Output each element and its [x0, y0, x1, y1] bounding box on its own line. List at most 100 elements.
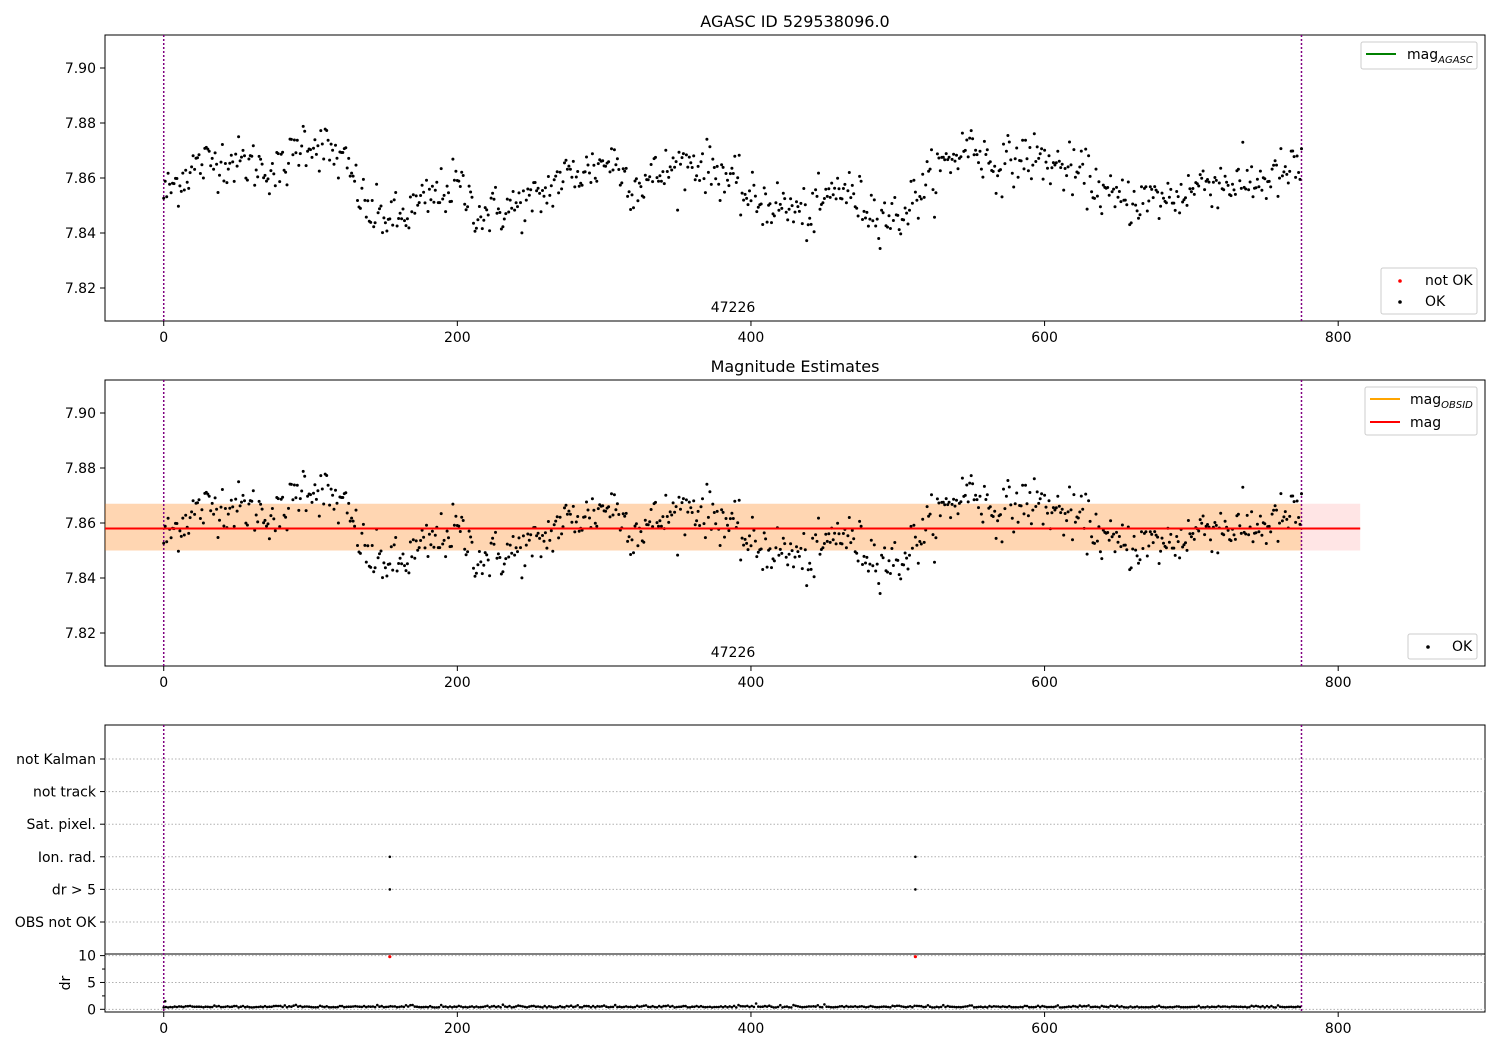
agasc-point	[502, 217, 506, 221]
agasc-point	[1260, 188, 1264, 192]
agasc-point	[265, 179, 268, 183]
magnitude-point	[949, 516, 953, 520]
agasc-point	[1109, 174, 1113, 178]
agasc-point	[245, 178, 249, 182]
agasc-point	[1047, 154, 1051, 158]
magnitude-point	[1181, 545, 1185, 549]
agasc-xtick-label: 200	[444, 330, 471, 346]
magnitude-point	[529, 533, 533, 537]
agasc-point	[201, 176, 205, 180]
agasc-point	[1031, 163, 1035, 167]
magnitude-point	[837, 532, 841, 536]
dr-point	[598, 1005, 601, 1008]
dr-point	[986, 1006, 989, 1009]
dr-point	[494, 1005, 498, 1009]
magnitude-point	[314, 497, 318, 501]
agasc-point	[1079, 149, 1083, 153]
magnitude-point	[749, 544, 753, 548]
agasc-point	[570, 175, 574, 179]
magnitude-point	[654, 500, 657, 504]
magnitude-point	[1275, 508, 1278, 512]
agasc-point	[543, 186, 547, 190]
magnitude-point	[1198, 518, 1202, 522]
dr-point	[950, 1005, 954, 1009]
dr-point	[688, 1006, 692, 1009]
dr-point	[362, 1004, 366, 1008]
magnitude-point	[1065, 519, 1069, 523]
agasc-point	[1157, 217, 1161, 220]
agasc-point	[793, 210, 797, 214]
magnitude-point	[861, 563, 864, 566]
dr-point	[470, 1005, 474, 1008]
magnitude-point	[319, 474, 323, 478]
agasc-point	[698, 179, 702, 182]
agasc-point	[745, 196, 749, 200]
agasc-point	[723, 190, 726, 194]
agasc-point	[674, 160, 678, 164]
magnitude-point	[778, 547, 782, 551]
dr-point	[904, 1005, 908, 1009]
agasc-point	[828, 195, 832, 199]
agasc-point	[1010, 171, 1014, 175]
magnitude-point	[772, 559, 776, 563]
magnitude-point	[1137, 561, 1140, 565]
magnitude-point	[385, 574, 389, 578]
magnitude-point	[266, 522, 270, 526]
agasc-point	[1286, 181, 1290, 185]
magnitude-point	[1239, 531, 1243, 535]
agasc-point	[642, 195, 646, 199]
dr-point	[1069, 1005, 1073, 1009]
magnitude-point	[259, 502, 263, 506]
magnitude-point	[1013, 502, 1017, 506]
magnitude-point	[363, 543, 367, 547]
agasc-point	[178, 184, 182, 188]
magnitude-point	[1095, 539, 1099, 543]
dr-point	[657, 1004, 661, 1008]
dr-point	[975, 1005, 978, 1009]
agasc-point	[1116, 195, 1120, 199]
dr-point	[332, 1005, 335, 1009]
agasc-point	[657, 179, 660, 183]
magnitude-point	[1153, 530, 1157, 534]
agasc-point	[715, 164, 719, 168]
agasc-point	[1267, 179, 1271, 183]
magnitude-point	[347, 501, 351, 505]
dr-point	[587, 1004, 590, 1008]
flags-panel-frame	[104, 724, 1486, 1013]
agasc-point	[1134, 203, 1138, 207]
agasc-point	[649, 163, 653, 166]
dr-point	[915, 1004, 919, 1008]
agasc-point	[256, 175, 260, 179]
dr-point	[292, 1004, 295, 1007]
agasc-point	[326, 138, 330, 142]
agasc-point	[921, 172, 925, 176]
dr-point	[924, 1005, 927, 1009]
agasc-point	[1032, 132, 1036, 136]
magnitude-point	[595, 524, 599, 528]
agasc-point	[677, 150, 681, 154]
dr-point	[294, 1003, 298, 1007]
dr-point	[318, 1004, 322, 1008]
magnitude-point	[234, 497, 238, 501]
dr-point	[994, 1005, 998, 1008]
magnitude-point	[526, 532, 530, 536]
agasc-point	[1238, 179, 1242, 183]
agasc-point	[865, 210, 869, 214]
dr-point	[871, 1005, 875, 1008]
agasc-point	[1053, 163, 1057, 167]
agasc-point	[1263, 177, 1267, 181]
dr-point	[1115, 1004, 1119, 1007]
dr-point	[199, 1005, 203, 1009]
magnitude-point	[501, 570, 505, 574]
dr-point	[897, 1004, 901, 1008]
agasc-point	[284, 170, 288, 174]
dr-point	[380, 1004, 384, 1008]
magnitude-point	[1189, 535, 1193, 539]
agasc-point	[1051, 161, 1055, 165]
dr-point	[343, 1005, 346, 1009]
agasc-point	[809, 222, 813, 226]
dr-point	[1014, 1005, 1018, 1009]
agasc-point	[263, 173, 267, 177]
dr-point	[671, 1004, 674, 1008]
agasc-point	[267, 192, 271, 196]
